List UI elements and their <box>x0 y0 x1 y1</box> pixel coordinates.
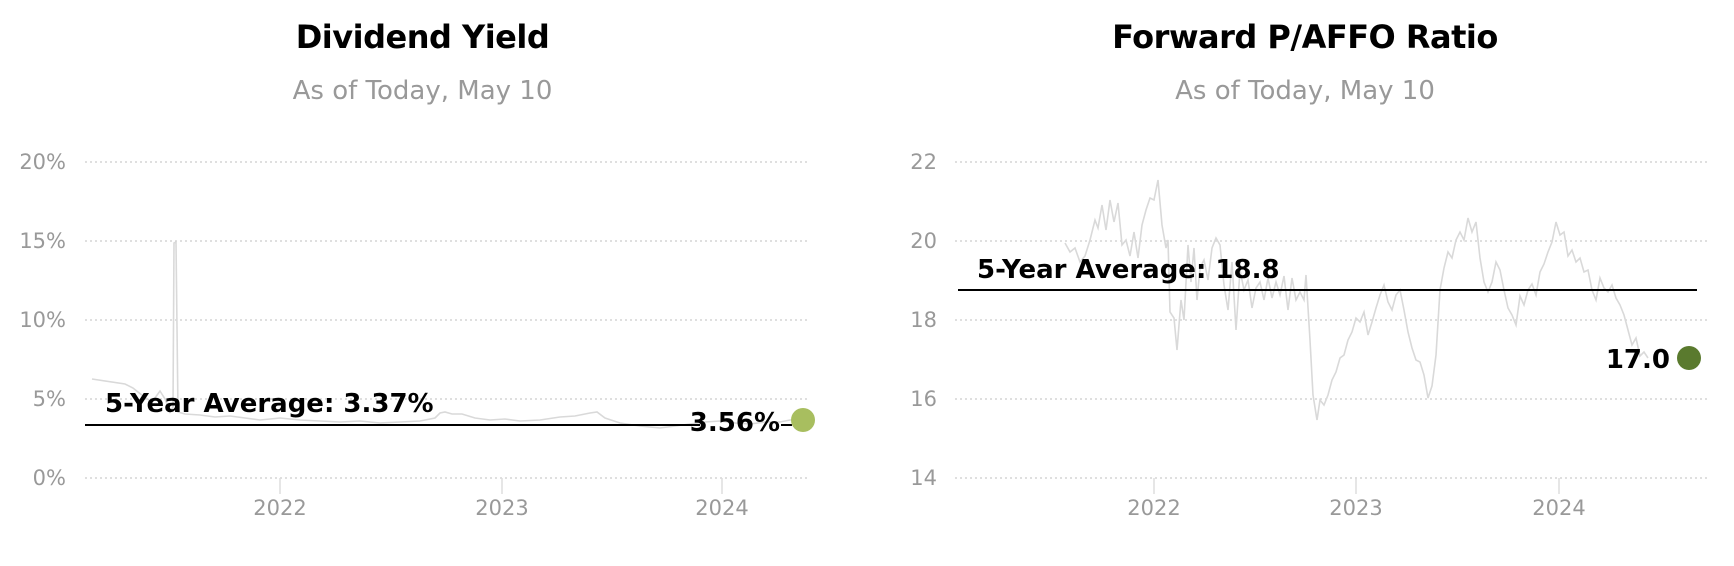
pafo-ratio-line <box>1064 179 1649 421</box>
average-label: 5-Year Average: 18.8 <box>977 255 1280 285</box>
dividend-yield-chart: Dividend Yield As of Today, May 10 20% 1… <box>19 18 815 520</box>
x-tick-label: 2023 <box>1329 496 1382 520</box>
y-tick-label: 5% <box>33 387 66 411</box>
chart-title: Forward P/AFFO Ratio <box>1112 18 1498 56</box>
y-tick-label: 20% <box>19 150 66 174</box>
x-tick-marks <box>1153 478 1560 494</box>
y-tick-label: 18 <box>910 308 937 332</box>
chart-subtitle: As of Today, May 10 <box>292 76 553 106</box>
grid-lines <box>955 161 1707 479</box>
pafo-ratio-chart: Forward P/AFFO Ratio As of Today, May 10 <box>870 0 1734 566</box>
x-tick-label: 2024 <box>1532 496 1585 520</box>
x-tick-label: 2022 <box>253 496 306 520</box>
grid-lines <box>85 161 808 479</box>
y-tick-label: 14 <box>910 466 937 490</box>
chart-subtitle: As of Today, May 10 <box>1175 76 1435 106</box>
x-tick-label: 2024 <box>695 496 748 520</box>
y-tick-label: 15% <box>19 229 66 253</box>
current-value-label: 3.56% <box>690 408 780 438</box>
y-tick-label: 0% <box>33 466 66 490</box>
y-tick-label: 20 <box>910 229 937 253</box>
y-tick-label: 22 <box>910 150 937 174</box>
x-tick-marks <box>279 478 723 494</box>
current-value-label: 17.0 <box>1606 345 1670 375</box>
current-value-dot[interactable] <box>791 408 815 432</box>
y-tick-label: 16 <box>910 387 937 411</box>
x-tick-label: 2022 <box>1127 496 1180 520</box>
chart-title: Dividend Yield <box>295 18 550 56</box>
x-tick-label: 2023 <box>475 496 528 520</box>
current-value-dot[interactable] <box>1677 346 1701 370</box>
dividend-plot-area: 20% 15% 10% 5% 0% 2022 2023 2024 5-Year … <box>19 150 815 520</box>
y-tick-label: 10% <box>19 308 66 332</box>
average-label: 5-Year Average: 3.37% <box>105 389 434 419</box>
